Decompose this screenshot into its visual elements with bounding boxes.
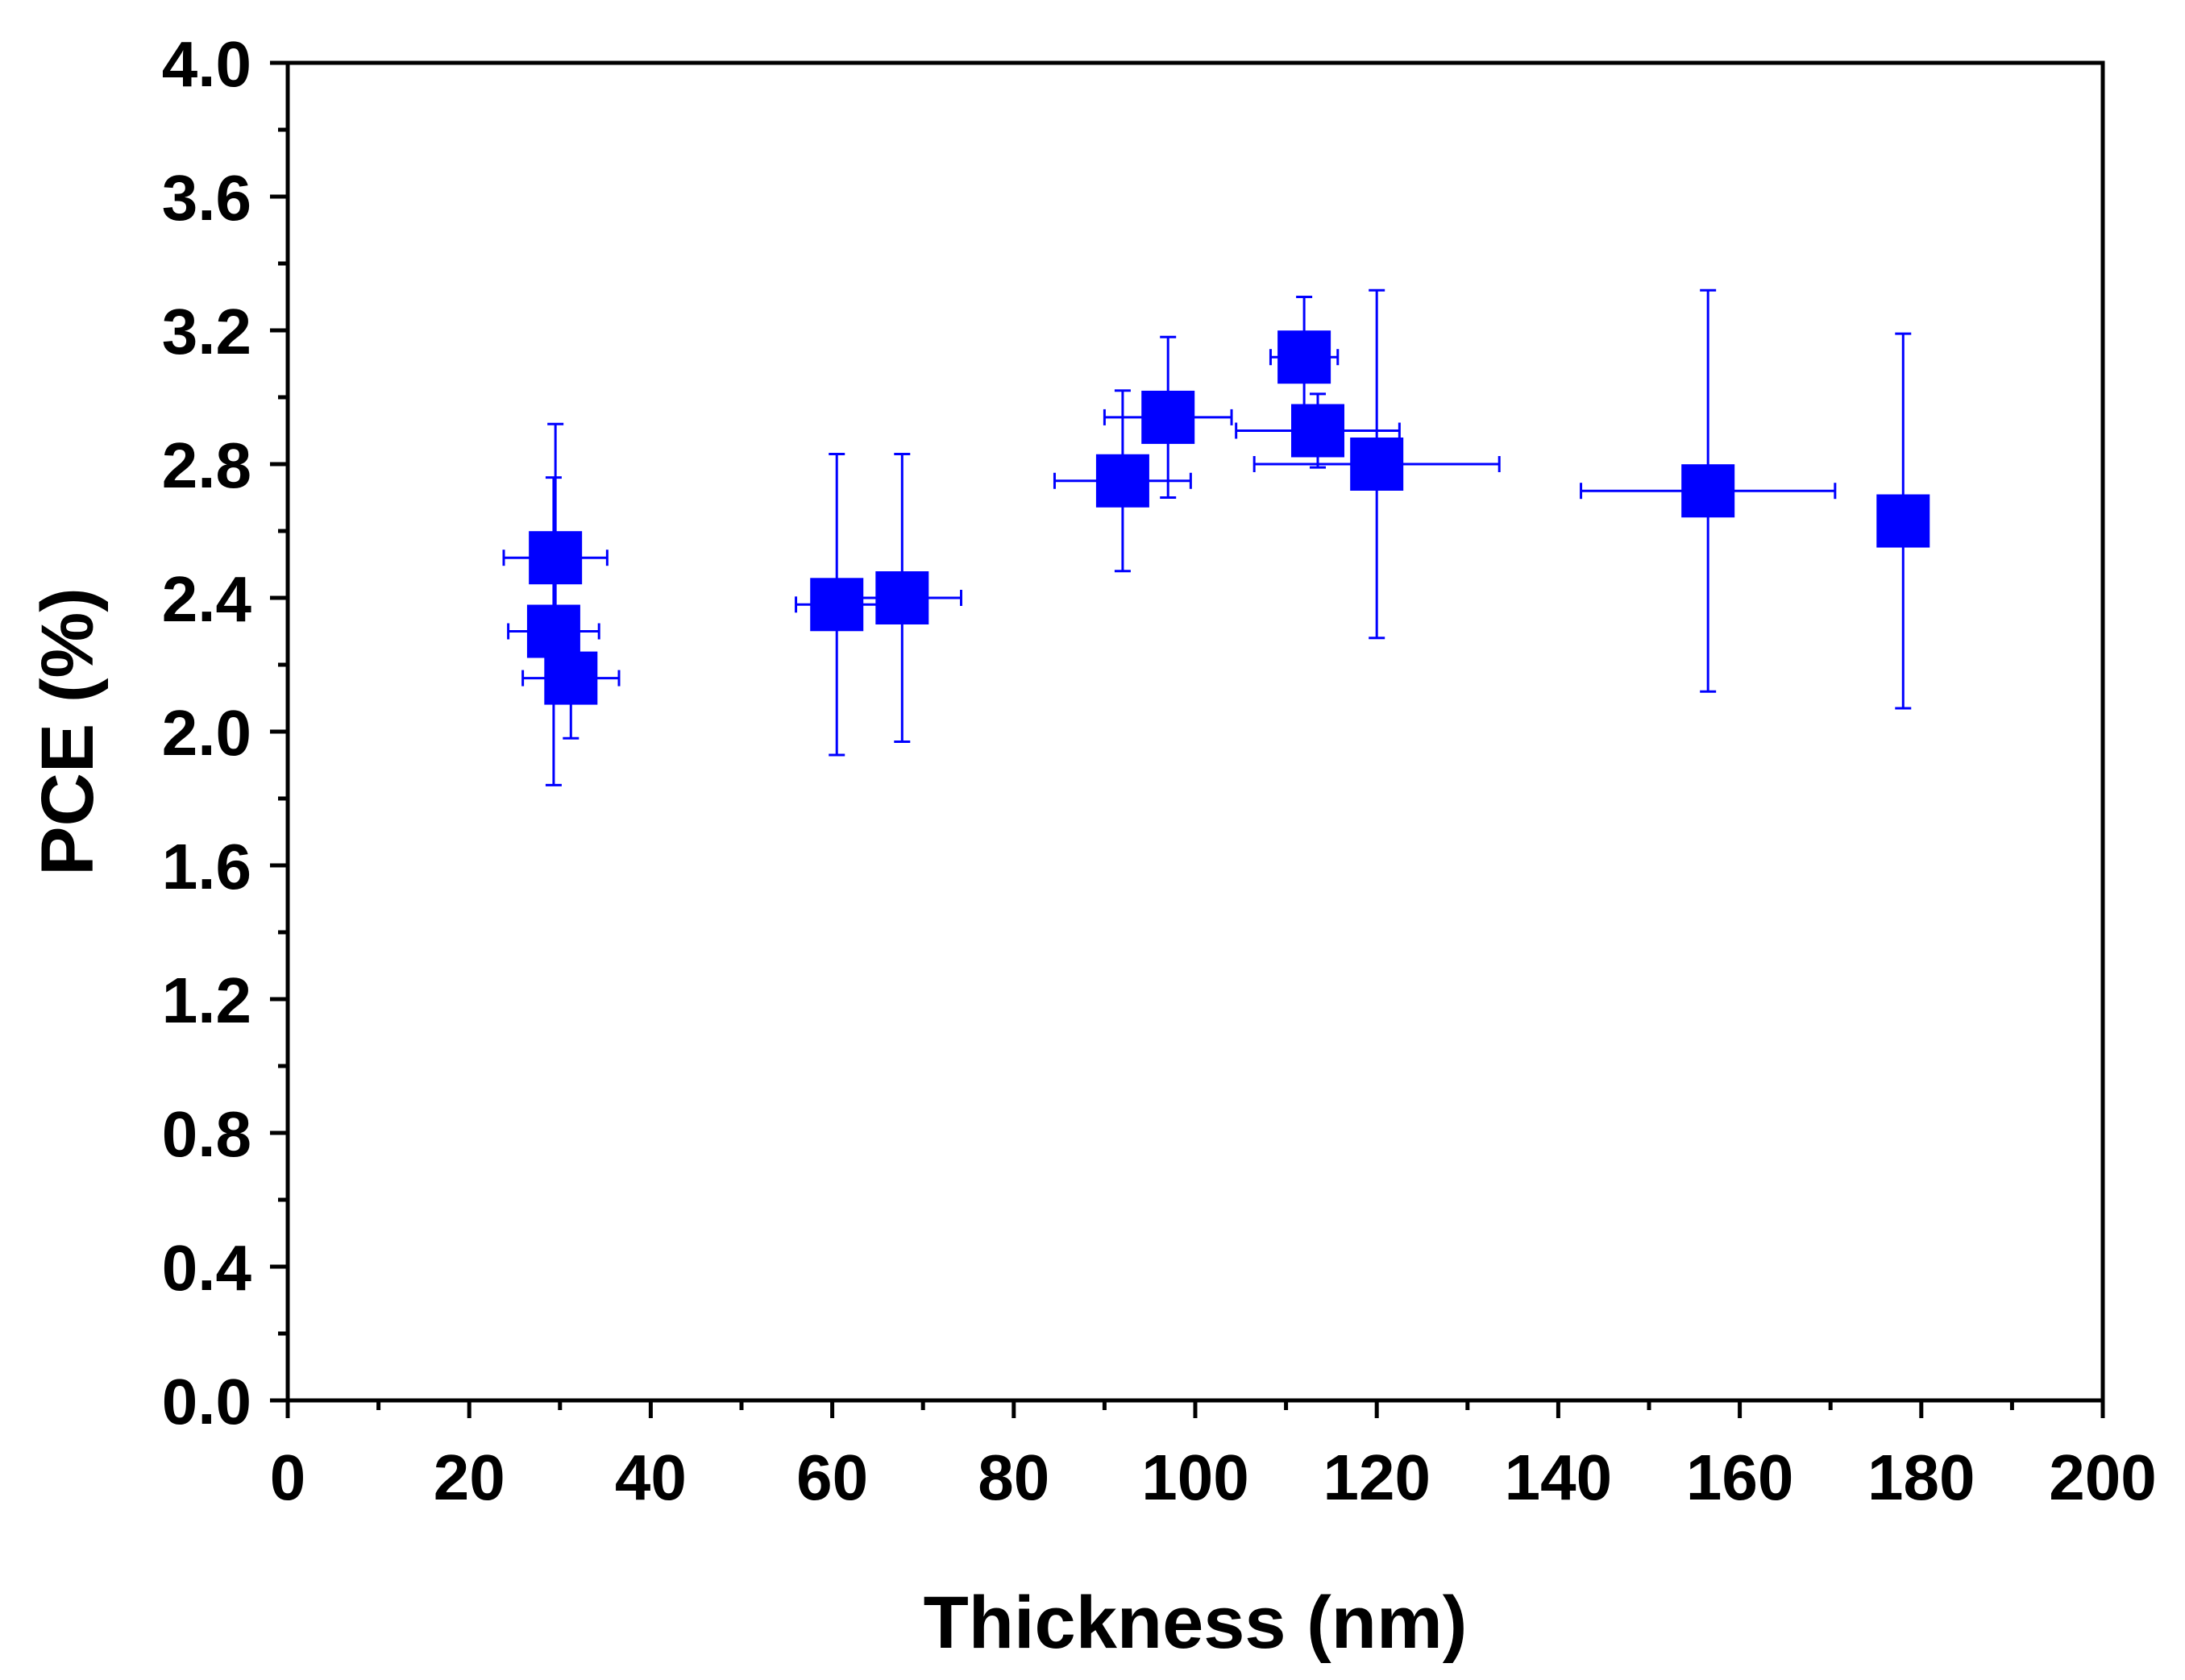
y-tick-label: 0.4 xyxy=(162,1232,252,1304)
data-point-marker xyxy=(810,578,864,632)
data-point-marker xyxy=(1681,464,1735,518)
y-tick-label: 2.4 xyxy=(162,563,252,635)
y-tick-label: 2.8 xyxy=(162,429,251,501)
data-point-marker xyxy=(1095,454,1149,508)
x-tick-label: 200 xyxy=(2049,1441,2156,1513)
data-point-marker xyxy=(1141,390,1195,444)
y-axis-title: PCE (%) xyxy=(27,587,109,876)
data-point-marker xyxy=(1277,330,1331,384)
y-axis-ticks xyxy=(270,60,288,1403)
x-axis-tick-labels: 0 20 40 60 80 100 120 140 160 180 200 xyxy=(270,1441,2157,1513)
data-markers xyxy=(526,330,1930,705)
y-tick-label: 4.0 xyxy=(162,28,251,100)
data-point-marker xyxy=(529,531,583,585)
x-tick-label: 0 xyxy=(270,1441,306,1513)
x-tick-label: 160 xyxy=(1686,1441,1793,1513)
x-tick-label: 80 xyxy=(978,1441,1049,1513)
y-tick-label: 3.6 xyxy=(162,162,251,234)
data-point-marker xyxy=(526,604,580,658)
data-point-marker xyxy=(1291,404,1345,458)
y-tick-label: 0.0 xyxy=(162,1366,251,1437)
data-point-marker xyxy=(544,651,598,705)
x-tick-label: 180 xyxy=(1867,1441,1975,1513)
data-point-marker xyxy=(1876,494,1930,548)
x-tick-label: 60 xyxy=(796,1441,868,1513)
data-point-marker xyxy=(1350,438,1404,491)
x-tick-label: 40 xyxy=(615,1441,687,1513)
y-tick-label: 1.6 xyxy=(162,831,251,902)
x-tick-label: 100 xyxy=(1141,1441,1248,1513)
x-tick-label: 20 xyxy=(434,1441,505,1513)
x-axis-title: Thickness (nm) xyxy=(924,1582,1468,1664)
y-tick-label: 0.8 xyxy=(162,1098,251,1170)
x-tick-label: 140 xyxy=(1505,1441,1612,1513)
y-tick-label: 3.2 xyxy=(162,296,251,367)
x-axis-ticks xyxy=(285,1400,2105,1418)
y-tick-label: 1.2 xyxy=(162,964,251,1036)
y-axis-tick-labels: 0.0 0.4 0.8 1.2 1.6 2.0 2.4 2.8 3.2 3.6 4.0 xyxy=(162,28,252,1437)
data-point-marker xyxy=(875,571,929,624)
y-tick-label: 2.0 xyxy=(162,697,251,769)
x-tick-label: 120 xyxy=(1323,1441,1430,1513)
